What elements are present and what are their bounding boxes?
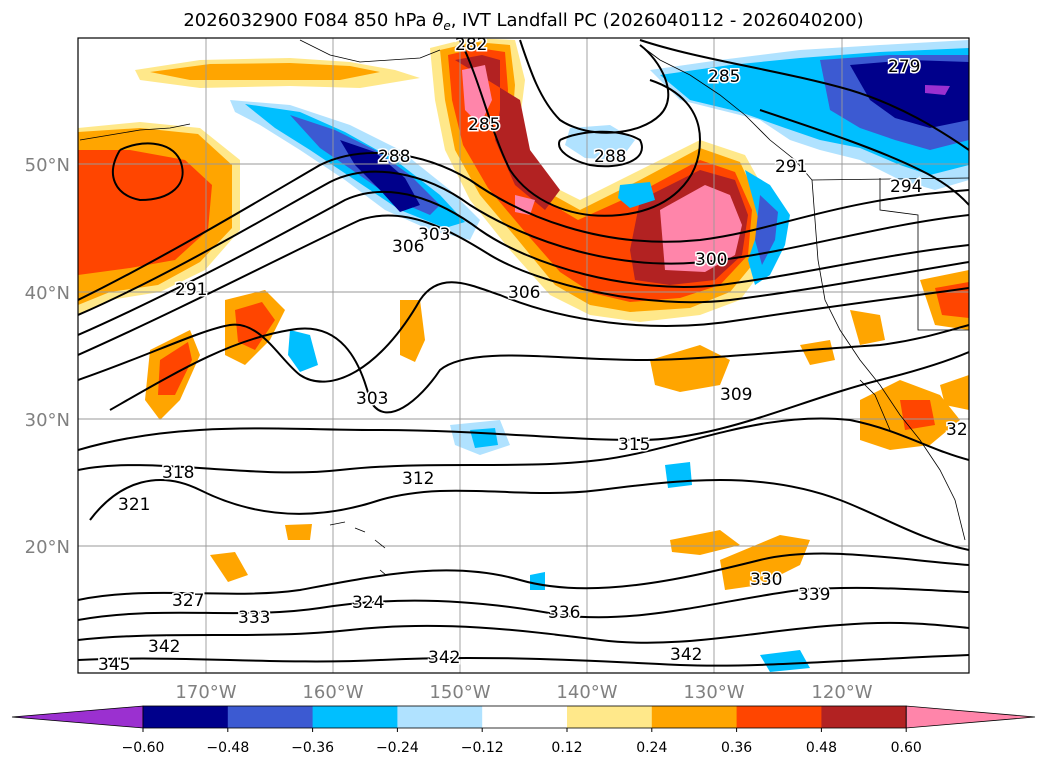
contour-label: 303 xyxy=(356,389,388,409)
colorbar-cell xyxy=(736,706,822,728)
colorbar-ticks: −0.60 −0.48 −0.36 −0.24 −0.12 0.12 0.24 0.36 0.4… xyxy=(122,728,922,756)
contour-label: 279 xyxy=(888,57,920,77)
lon-label-130w: 130°W xyxy=(683,682,744,703)
theta-e-contours xyxy=(78,39,969,667)
contour-label: 306 xyxy=(508,283,540,303)
colorbar-tick-label: 0.60 xyxy=(891,740,922,756)
contour-label: 342 xyxy=(148,637,180,657)
coastlines xyxy=(79,39,969,576)
contour-label: 321 xyxy=(946,420,978,440)
colorbar-cell xyxy=(143,706,229,728)
colorbar-tick-label: 0.24 xyxy=(636,740,667,756)
map-frame xyxy=(77,37,970,674)
colorbar-cell xyxy=(397,706,483,728)
contour-label: 324 xyxy=(352,593,384,613)
map-panel: 282 279 285 285 288 288 291 291 294 300 … xyxy=(78,35,978,675)
colorbar-tick-label: −0.36 xyxy=(291,740,334,756)
contour-label: 288 xyxy=(378,147,410,167)
lat-label-40n: 40°N xyxy=(25,283,70,304)
colorbar-cell xyxy=(482,706,568,728)
contour-label: 291 xyxy=(775,157,807,177)
contour-label: 327 xyxy=(172,591,204,611)
contour-label: 318 xyxy=(162,463,194,483)
colorbar-tick-label: 0.48 xyxy=(806,740,837,756)
figure-title: 2026032900 F084 850 hPa θe, IVT Landfall… xyxy=(183,10,864,33)
lat-label-20n: 20°N xyxy=(25,537,70,558)
contour-label: 300 xyxy=(695,250,727,270)
colorbar-cell xyxy=(227,706,314,728)
colorbar-cell xyxy=(312,706,398,728)
lon-label-150w: 150°W xyxy=(429,682,490,703)
contour-label: 315 xyxy=(618,435,650,455)
contour-label: 288 xyxy=(594,147,626,167)
colorbar-tick-label: −0.12 xyxy=(461,740,504,756)
contour-label: 309 xyxy=(720,385,752,405)
contour-label: 321 xyxy=(118,495,150,515)
contour-label: 339 xyxy=(798,585,830,605)
lon-label-170w: 170°W xyxy=(175,682,236,703)
contour-label: 285 xyxy=(468,115,500,135)
lat-labels: 50°N 40°N 30°N 20°N xyxy=(25,155,70,558)
lon-label-160w: 160°W xyxy=(302,682,363,703)
colorbar-tick-label: −0.48 xyxy=(206,740,249,756)
graticule xyxy=(78,38,969,673)
contour-label: 336 xyxy=(548,603,580,623)
colorbar-cell xyxy=(651,706,738,728)
contour-label: 342 xyxy=(670,645,702,665)
colorbar-tick-label: −0.60 xyxy=(122,740,165,756)
colorbar-tick-label: 0.12 xyxy=(551,740,582,756)
contour-label: 333 xyxy=(238,608,270,628)
contour-label: 282 xyxy=(455,35,487,55)
contour-label: 285 xyxy=(708,67,740,87)
colorbar-extend-max xyxy=(905,705,1036,729)
contour-label: 312 xyxy=(402,469,434,489)
contour-label: 306 xyxy=(392,237,424,257)
lon-label-120w: 120°W xyxy=(811,682,872,703)
colorbar-extend-min xyxy=(11,705,144,729)
contour-label: 330 xyxy=(750,570,782,590)
colorbar-cell xyxy=(567,706,653,728)
colorbar-cell xyxy=(821,706,907,728)
contour-label: 345 xyxy=(98,655,130,675)
lon-labels: 170°W 160°W 150°W 140°W 130°W 120°W xyxy=(175,682,872,703)
lat-label-50n: 50°N xyxy=(25,155,70,176)
lon-label-140w: 140°W xyxy=(556,682,617,703)
colorbar-tick-label: −0.24 xyxy=(376,740,419,756)
colorbar-tick-label: 0.36 xyxy=(721,740,752,756)
contour-label: 294 xyxy=(890,177,922,197)
contour-label: 291 xyxy=(175,280,207,300)
contour-label: 342 xyxy=(428,648,460,668)
colorbar-outline xyxy=(142,705,907,729)
contour-label: 303 xyxy=(418,225,450,245)
contour-labels: 282 279 285 285 288 288 291 291 294 300 … xyxy=(97,35,978,675)
colorbar: −0.60 −0.48 −0.36 −0.24 −0.12 0.12 0.24 0.36 0.4… xyxy=(11,705,1036,756)
lat-label-30n: 30°N xyxy=(25,410,70,431)
colorbar-cells xyxy=(11,705,1036,729)
